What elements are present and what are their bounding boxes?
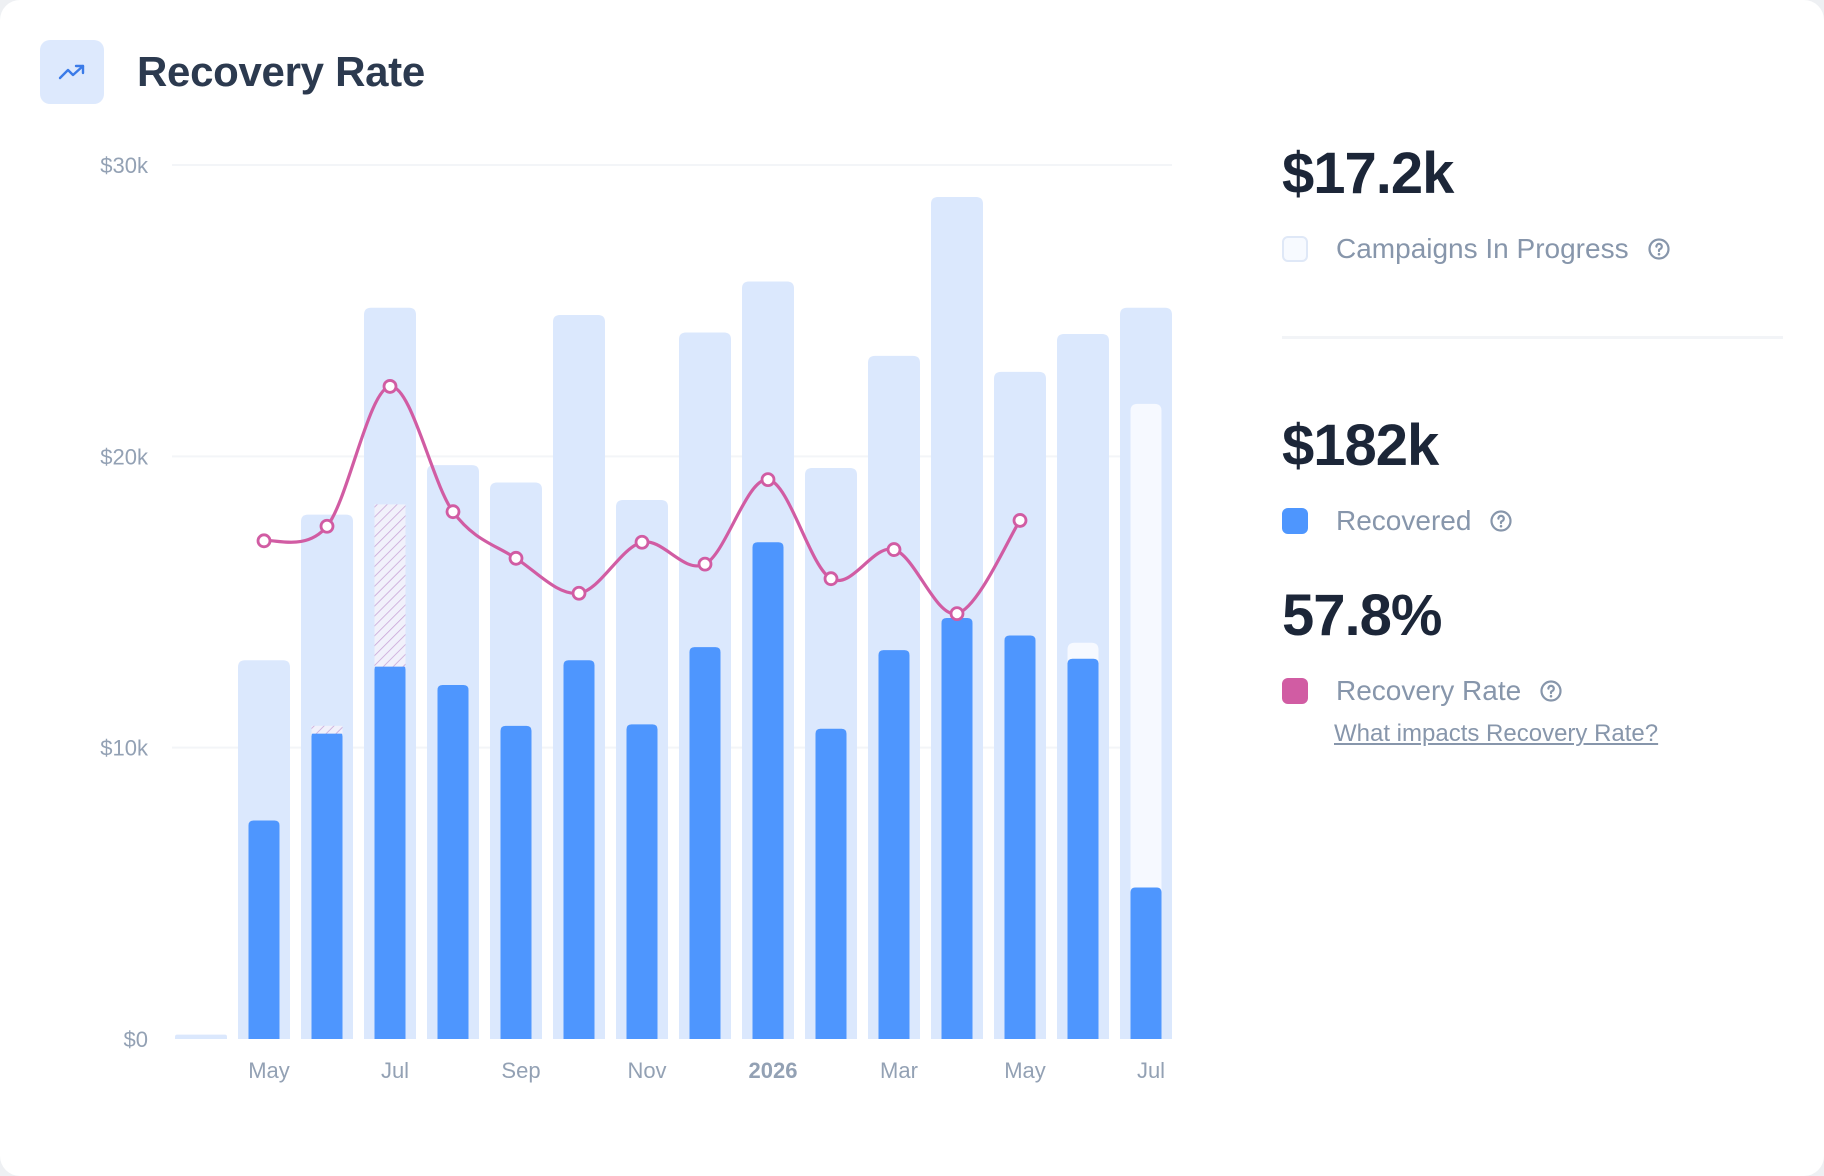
recovered-bar (563, 660, 595, 1039)
recovered-bar (878, 650, 910, 1039)
recovered-bar (374, 664, 406, 1039)
recovery-rate-point (949, 606, 965, 622)
legend-in-progress: Campaigns In Progress (1282, 233, 1671, 265)
recovered-bar (1004, 635, 1036, 1039)
recovered-bar (248, 820, 280, 1039)
recovery-rate-point (319, 518, 335, 534)
recovered-bar (689, 647, 721, 1039)
y-tick-label: $30k (100, 153, 149, 178)
x-tick-label: Sep (501, 1058, 540, 1083)
divider (1282, 336, 1783, 339)
recovered-bar (752, 542, 784, 1039)
legend-recovery-rate: Recovery Rate (1282, 675, 1563, 707)
x-tick-label: Jul (381, 1058, 409, 1083)
recovery-rate-point (382, 379, 398, 394)
y-tick-label: $0 (124, 1027, 148, 1052)
x-tick-label: Jul (1137, 1058, 1165, 1083)
recovered-swatch (1282, 508, 1308, 534)
x-tick-label: May (1004, 1058, 1046, 1083)
recovered-label: Recovered (1336, 505, 1472, 536)
recovery-rate-point (886, 542, 902, 557)
recovery-chart: $0 $10k $20k $30k May Jul Sep Nov 2026 Mar May Jul (100, 153, 1172, 1083)
recovery-rate-point (823, 571, 839, 587)
recovery-rate-label: Recovery Rate (1336, 675, 1522, 706)
y-tick-label: $20k (100, 444, 149, 469)
recovery-rate-help-link[interactable]: What impacts Recovery Rate? (1334, 720, 1659, 747)
recovery-rate-point (760, 472, 776, 488)
recovered-bar (500, 725, 532, 1039)
recovery-rate-point (1012, 513, 1028, 528)
recovery-rate-point (256, 533, 272, 549)
trending-up-icon (40, 40, 104, 104)
recovered-bar (941, 618, 973, 1039)
y-tick-label: $10k (100, 736, 149, 761)
in-progress-bar (1067, 642, 1099, 663)
x-tick-label: 2026 (749, 1058, 798, 1083)
hatched-bar-segment (311, 725, 343, 734)
legend-recovered: Recovered (1282, 505, 1513, 537)
hatched-bar-segment (374, 504, 406, 667)
in-progress-label: Campaigns In Progress (1336, 233, 1629, 264)
recovery-rate-point (445, 504, 461, 520)
card-title: Recovery Rate (137, 48, 425, 95)
recovered-bar (311, 731, 343, 1039)
recovered-bar (626, 724, 658, 1039)
recovery-rate-value: 57.8% (1282, 583, 1442, 648)
card-header: Recovery Rate (40, 40, 425, 104)
recovery-rate-point (508, 550, 524, 566)
x-tick-label: Nov (627, 1058, 666, 1083)
recovery-rate-point (634, 534, 650, 550)
in-progress-value: $17.2k (1282, 141, 1454, 206)
x-tick-label: Mar (880, 1058, 918, 1083)
recovered-bar (815, 728, 847, 1039)
question-circle-icon[interactable] (1647, 237, 1671, 261)
recovered-bar (437, 685, 469, 1039)
recovered-bar-top (1067, 658, 1099, 1039)
in-progress-bar (1130, 403, 1162, 892)
question-circle-icon[interactable] (1489, 509, 1513, 533)
recovered-value: $182k (1282, 413, 1439, 478)
in-progress-swatch (1282, 236, 1308, 262)
recovery-rate-point (697, 556, 713, 572)
recovery-rate-point (571, 585, 587, 601)
recovered-bar-top (1130, 887, 1162, 1039)
total-bar (175, 1034, 227, 1039)
x-tick-label: May (248, 1058, 290, 1083)
recovery-rate-swatch (1282, 678, 1308, 704)
question-circle-icon[interactable] (1539, 679, 1563, 703)
